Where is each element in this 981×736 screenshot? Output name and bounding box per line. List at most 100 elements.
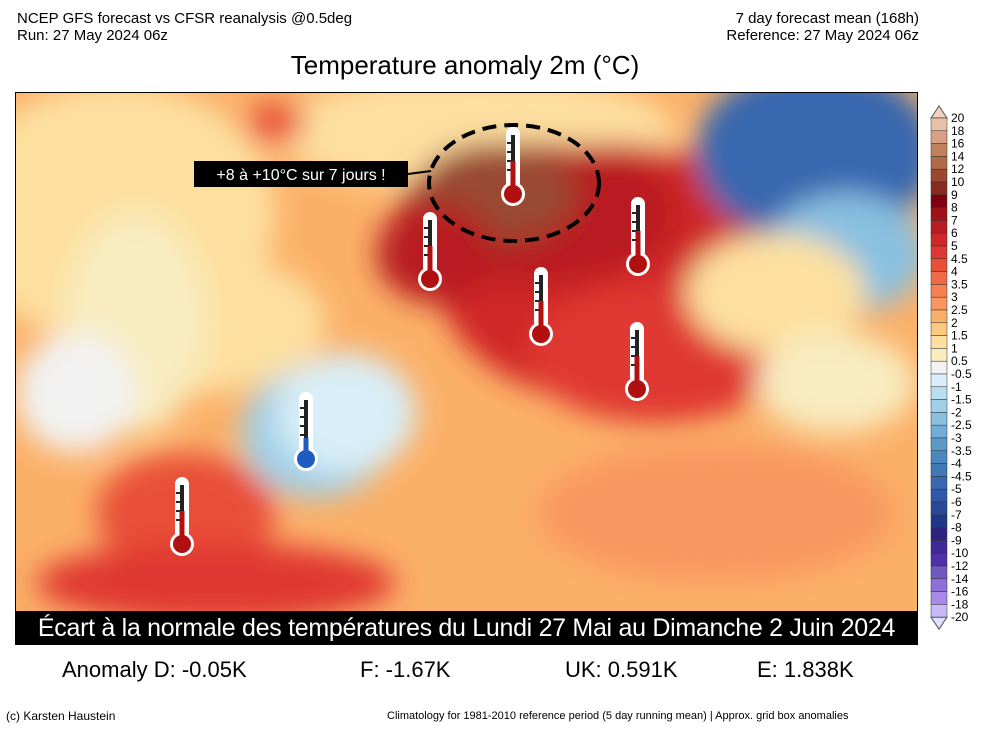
colorbar-tick-label: 1.5 [951,329,968,343]
thermometer-cold-icon [294,392,318,471]
climatology-note: Climatology for 1981-2010 reference peri… [387,710,849,722]
colorbar-tick-label: 9 [951,188,958,202]
colorbar-tick-label: -18 [951,597,969,611]
colorbar-bin [930,476,948,490]
colorbar-bin [930,591,948,605]
map-caption: Écart à la normale des températures du L… [15,611,918,645]
colorbar-bin [930,220,948,234]
colorbar-tick-label: 6 [951,226,958,240]
colorbar-tick-label: -10 [951,546,969,560]
colorbar-bin [930,245,948,260]
colorbar-bin [930,168,948,183]
colorbar-bin [930,399,948,413]
reference-info: Reference: 27 May 2024 06z [726,27,919,44]
colorbar-tick-label: 8 [951,201,958,215]
colorbar-bin [930,412,948,426]
colorbar-tick-label: 18 [951,124,965,138]
colorbar-tick-label: 14 [951,149,965,163]
anomaly-germany: Anomaly D: -0.05K [62,657,247,682]
run-info: Run: 27 May 2024 06z [17,27,168,44]
colorbar-tick-label: -3 [951,431,962,445]
colorbar-bin [930,552,948,567]
colorbar-tick-label: -2 [951,405,962,419]
model-info: NCEP GFS forecast vs CFSR reanalysis @0.… [17,10,353,27]
thermometer-hot-icon [529,267,553,346]
colorbar-tick-label: 20 [951,111,965,125]
colorbar-bin [930,373,948,388]
colorbar-tick-label: 16 [951,137,965,151]
colorbar-bin [930,156,948,170]
colorbar-bin [930,437,948,452]
colorbar-bin [930,604,948,618]
annotation-label: +8 à +10°C sur 7 jours ! [194,161,432,187]
colorbar-bin [930,488,948,503]
colorbar-bin [930,284,948,298]
highlight-ellipse [427,123,601,243]
colorbar-tick-label: -4.5 [951,469,972,483]
colorbar-tick-label: -1.5 [951,393,972,407]
colorbar-bin [930,463,948,477]
colorbar-bin [930,527,948,541]
colorbar-bin [930,348,948,362]
anomaly-map: +8 à +10°C sur 7 jours ! [15,92,918,612]
colorbar-tick-label: -8 [951,521,962,535]
colorbar-tick-label: 5 [951,239,958,253]
colorbar-tick-label: 4 [951,265,958,279]
colorbar-tick-label: -1 [951,380,962,394]
colorbar-tick-label: -4 [951,457,962,471]
colorbar-bin [930,143,948,157]
colorbar-bin [930,501,948,516]
copyright: (c) Karsten Haustein [6,709,116,723]
page-title: Temperature anomaly 2m (°C) [290,50,640,80]
anomaly-uk: UK: 0.591K [565,657,678,682]
thermometer-hot-icon [501,127,525,206]
colorbar-tick-label: 2 [951,316,958,330]
colorbar-tick-label: 12 [951,162,965,176]
colorbar-bin [930,424,948,439]
colorbar-bin [930,258,948,272]
colorbar-tick-label: 4.5 [951,252,968,266]
colorbar-tick-label: -7 [951,508,962,522]
colorbar-tick-label: -2.5 [951,418,972,432]
colorbar-top-arrow [930,105,948,119]
colorbar-tick-label: 2.5 [951,303,968,317]
colorbar-tick-label: -20 [951,610,969,624]
colorbar-bin [930,514,948,528]
colorbar-tick-label: -16 [951,585,969,599]
colorbar-bottom-arrow [930,616,948,631]
colorbar-tick-label: 3 [951,290,958,304]
colorbar-tick-label: -6 [951,495,962,509]
colorbar-bin [930,360,948,375]
colorbar-bin [930,309,948,324]
colorbar-tick-label: 3.5 [951,277,968,291]
thermometer-hot-icon [626,197,650,276]
colorbar-bin [930,335,948,349]
colorbar-tick-label: -12 [951,559,969,573]
colorbar-tick-label: 0.5 [951,354,968,368]
colorbar-tick-label: 7 [951,213,958,227]
colorbar-bin [930,322,948,336]
colorbar-bin [930,117,948,132]
colorbar-tick-label: -0.5 [951,367,972,381]
colorbar-bin [930,232,948,247]
colorbar-bin [930,271,948,285]
colorbar-tick-label: 10 [951,175,965,189]
colorbar-bin [930,386,948,400]
thermometer-hot-icon [418,212,442,291]
colorbar-bin [930,181,948,196]
colorbar-bin [930,540,948,554]
colorbar: 201816141210987654.543.532.521.510.5-0.5… [930,105,972,631]
colorbar-bin [930,194,948,208]
anomaly-spain: E: 1.838K [757,657,854,682]
colorbar-tick-label: -14 [951,572,969,586]
colorbar-bin [930,130,948,144]
colorbar-tick-label: -3.5 [951,444,972,458]
colorbar-bin [930,565,948,580]
colorbar-bin [930,207,948,221]
annotation-text: +8 à +10°C sur 7 jours ! [216,167,385,184]
colorbar-bin [930,578,948,592]
colorbar-bin [930,296,948,311]
thermometer-hot-icon [170,477,194,556]
anomaly-france: F: -1.67K [360,657,451,682]
